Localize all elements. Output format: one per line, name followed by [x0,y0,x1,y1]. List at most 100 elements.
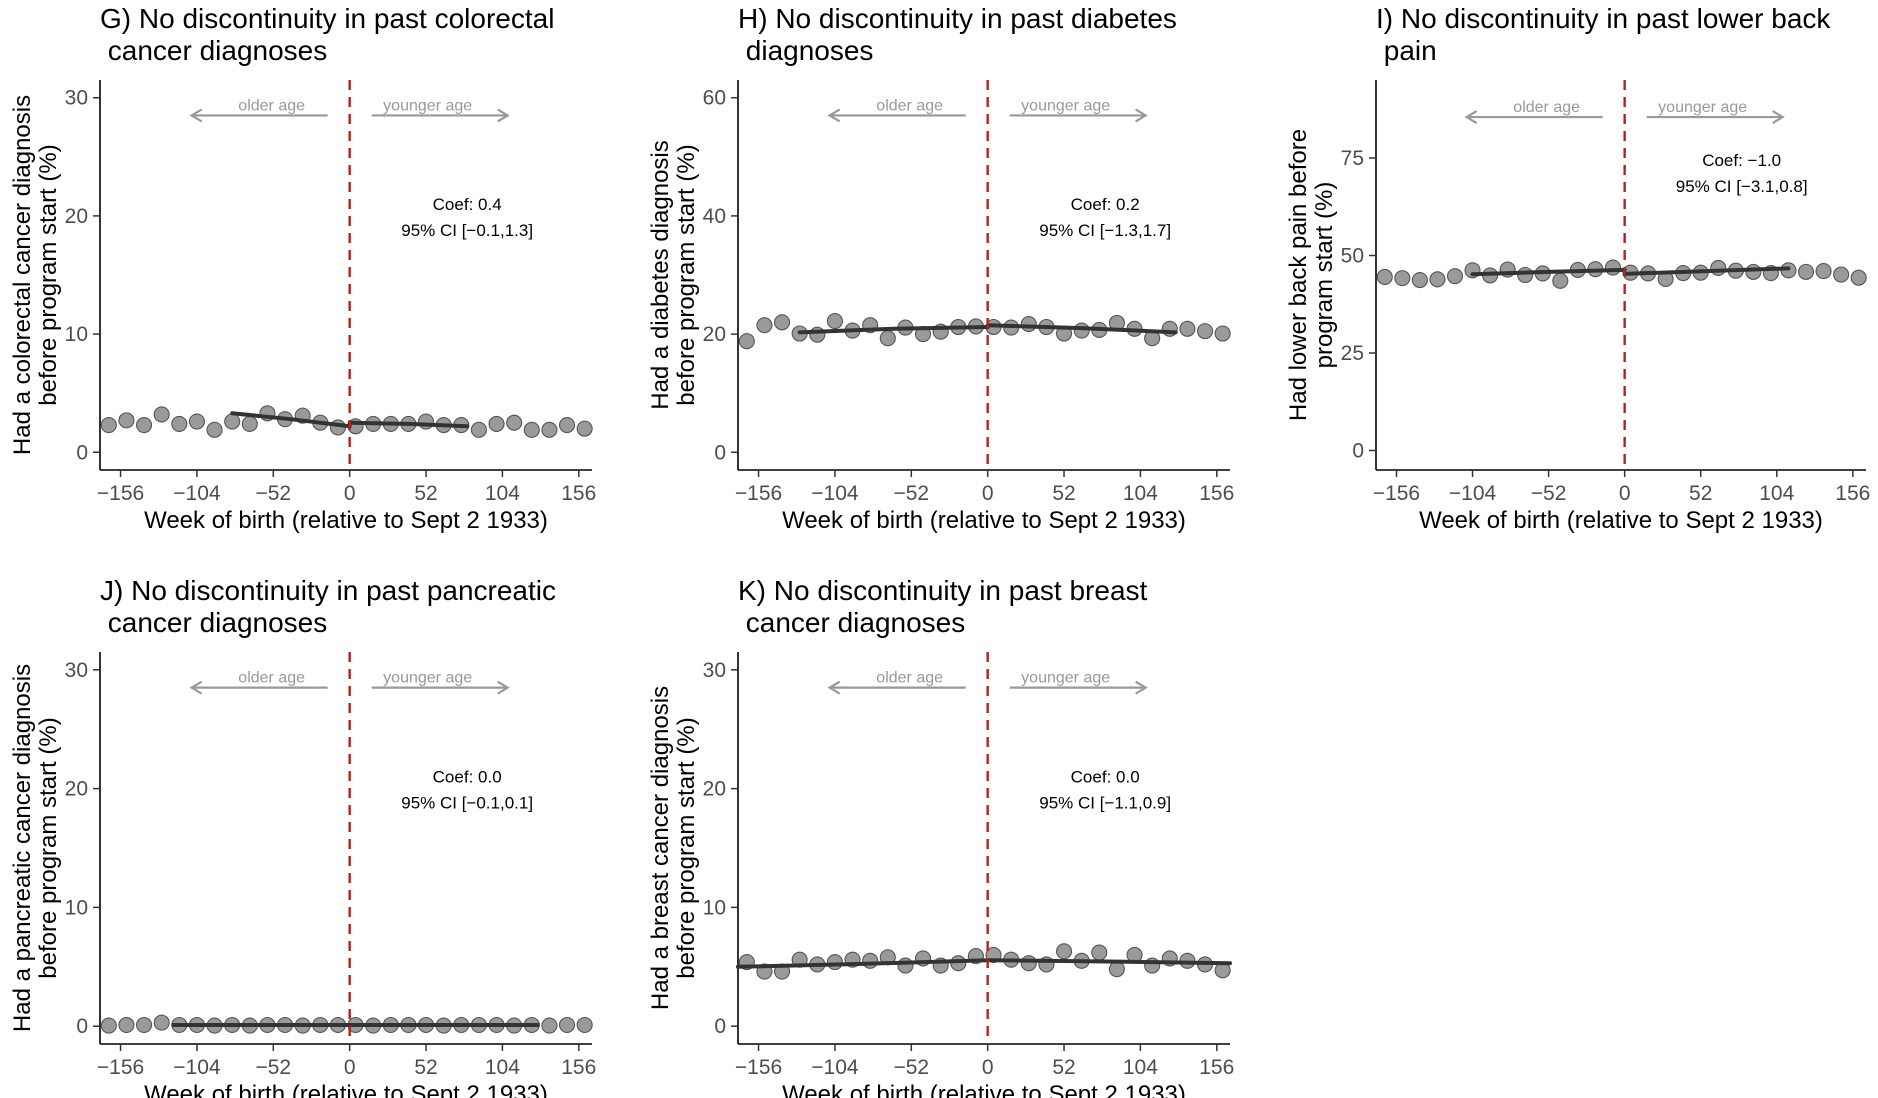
younger-age-label: younger age [383,97,472,114]
data-point [136,417,153,434]
data-point [862,952,879,969]
x-tick-label: −52 [1531,482,1567,505]
older-age-arrow [189,108,328,123]
data-point [153,1014,170,1031]
younger-age-label: younger age [1658,99,1747,116]
younger-age-arrow [1009,680,1148,695]
data-point [1710,259,1727,277]
data-point [1179,320,1196,337]
younger-age-label: younger age [1021,670,1110,687]
x-tick-label: 104 [485,1056,520,1079]
x-tick-label: −104 [173,482,221,505]
data-point [1214,325,1231,342]
y-axis-title-line: before program start (%) [35,717,62,978]
x-tick-label: −156 [97,482,144,505]
y-tick-label: 75 [1341,147,1364,170]
x-tick-label: 0 [982,1056,994,1079]
x-tick-label: 52 [1052,1056,1075,1079]
fit-left-line [797,325,990,335]
younger-age-arrow [1646,110,1785,124]
x-tick-label: −156 [97,1056,144,1079]
data-point [897,957,914,974]
younger-age-arrow [1009,108,1148,123]
x-axis-title: Week of birth (relative to Sept 2 1933) [144,1081,548,1098]
x-tick-label: −52 [893,1056,929,1079]
x-tick-label: 156 [1835,482,1870,505]
x-tick-label: 104 [1123,1056,1158,1079]
panel-i: I) No discontinuity in past lower back p… [1285,3,1870,534]
fit-right-line [985,323,1178,335]
y-tick-label: 50 [1341,245,1364,268]
data-point [576,420,593,437]
data-point [879,330,896,347]
x-tick-label: 156 [1199,482,1234,505]
data-point [1517,266,1534,284]
older-age-arrow [827,108,966,123]
y-tick-label: 0 [76,1015,88,1038]
data-point [541,1017,558,1034]
ci-annotation: 95% CI [−0.1,1.3] [401,221,533,240]
data-point [558,417,576,434]
data-point [774,314,791,331]
ci-annotation: 95% CI [−1.3,1.7] [1039,221,1171,240]
y-axis-title-line: program start (%) [1311,182,1338,369]
x-tick-label: −52 [893,482,929,505]
fit-left-line [1470,267,1627,277]
y-tick-label: 0 [714,1015,726,1038]
older-age-label: older age [876,97,943,114]
y-tick-label: 20 [65,778,88,801]
data-point [541,421,558,438]
panel-title-line: diagnoses [738,35,873,66]
x-tick-label: 156 [561,1056,596,1079]
data-point [206,421,223,438]
older-age-arrow [189,680,328,695]
x-tick-label: 52 [414,1056,437,1079]
data-point [1055,943,1073,960]
x-tick-label: 104 [485,482,520,505]
coef-annotation: Coef: 0.4 [433,195,502,214]
panel-title-line: pain [1376,35,1437,66]
coef-annotation: Coef: 0.2 [1071,195,1140,214]
x-tick-label: 0 [344,482,356,505]
data-point [470,421,487,438]
y-tick-label: 25 [1341,342,1364,365]
y-tick-label: 10 [65,323,88,346]
coef-annotation: Coef: −1.0 [1702,151,1781,170]
y-tick-label: 20 [703,323,726,346]
older-age-label: older age [238,670,305,687]
y-axis-title-line: Had a breast cancer diagnosis [647,686,674,1010]
older-age-label: older age [238,97,305,114]
x-tick-label: 156 [1199,1056,1234,1079]
coef-annotation: Coef: 0.0 [1071,768,1140,787]
older-age-arrow [827,680,966,695]
data-point [1745,263,1762,280]
younger-age-arrow [371,680,510,695]
data-point [809,326,826,343]
fit-right-line [1622,266,1791,276]
panel-h: H) No discontinuity in past diabetes dia… [647,3,1234,534]
older-age-label: older age [876,670,943,687]
data-point [1411,272,1428,289]
data-point [1797,263,1815,280]
data-point [1815,263,1832,280]
younger-age-arrow [371,108,510,123]
y-tick-label: 30 [703,659,726,682]
x-axis-title: Week of birth (relative to Sept 2 1933) [782,507,1186,534]
x-tick-label: −104 [173,1056,221,1079]
data-point [1020,315,1037,333]
data-point [153,406,170,423]
panel-title-line: cancer diagnoses [738,607,965,638]
data-point [826,313,843,330]
x-tick-label: −156 [735,1056,782,1079]
y-tick-label: 60 [703,87,726,110]
ci-annotation: 95% CI [−3.1,0.8] [1676,177,1808,196]
panel-title-line: H) No discontinuity in past diabetes [738,3,1177,34]
data-point [241,415,258,432]
data-point [1196,323,1214,340]
panel-g: G) No discontinuity in past colorectal c… [9,3,596,534]
x-tick-label: −104 [1449,482,1497,505]
y-tick-label: 0 [1352,440,1364,463]
x-tick-label: 52 [414,482,437,505]
fit-right-line [985,958,1232,966]
